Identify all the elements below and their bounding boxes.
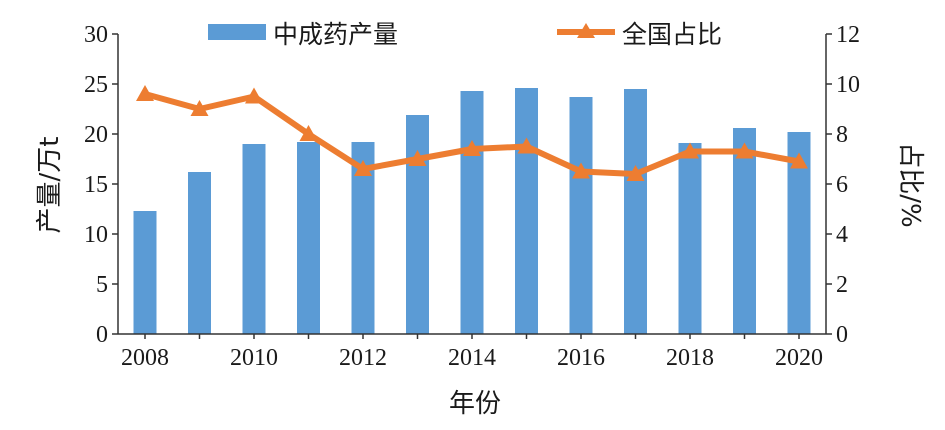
point-2016 (572, 162, 590, 179)
point-2008 (136, 85, 154, 101)
x-tick-label-2020: 2020 (775, 345, 823, 371)
y-tick-label-right-4: 4 (836, 222, 848, 248)
ticks-layer: 0 5 10 15 20 25 30 0 2 4 6 8 10 12 2008 2010 2012 2014 201… (84, 22, 860, 371)
point-2013 (408, 150, 427, 166)
bar-2008 (133, 211, 157, 334)
x-tick-label-2008: 2008 (121, 345, 169, 371)
legend-bar-swatch (208, 24, 266, 40)
point-2009 (190, 100, 209, 116)
point-2010 (245, 87, 263, 104)
legend-bar-label: 中成药产量 (273, 20, 398, 49)
x-tick-label-2010: 2010 (230, 345, 278, 371)
bar-2018 (678, 143, 702, 334)
y-tick-label-left-15: 15 (84, 172, 108, 198)
x-tick-label-2012: 2012 (339, 345, 387, 371)
bar-2017 (624, 89, 647, 334)
point-2012 (354, 160, 372, 176)
y-tick-label-right-10: 10 (836, 72, 860, 98)
y-tick-label-right-6: 6 (836, 172, 848, 198)
bar-2016 (569, 97, 593, 334)
bar-2012 (351, 142, 375, 334)
point-2018 (681, 142, 699, 159)
y-tick-label-right-2: 2 (836, 272, 848, 298)
axes-layer (112, 33, 832, 339)
point-2014 (463, 140, 481, 156)
line-layer (136, 85, 808, 181)
bar-2014 (460, 91, 484, 334)
point-2019 (735, 142, 754, 159)
bar-2020 (787, 132, 811, 334)
bar-2011 (297, 142, 320, 334)
bar-2015 (515, 88, 538, 334)
legend-line-label: 全国占比 (622, 20, 722, 49)
legend: 中成药产量 全国占比 (208, 20, 722, 49)
x-tick-label-2014: 2014 (448, 345, 496, 371)
bars-layer (133, 88, 811, 334)
y-tick-label-right-8: 8 (836, 122, 848, 148)
x-tick-label-2016: 2016 (557, 345, 605, 371)
y-axis-title-right: 占比/% (895, 142, 925, 227)
y-tick-label-right-0: 0 (836, 322, 848, 348)
y-tick-label-left-10: 10 (84, 222, 108, 248)
y-tick-label-left-0: 0 (96, 322, 108, 348)
y-tick-label-left-30: 30 (84, 22, 108, 48)
y-tick-label-right-12: 12 (836, 22, 860, 48)
bar-2010 (242, 144, 266, 334)
bar-2009 (188, 172, 211, 334)
bar-2019 (733, 128, 756, 334)
legend-line-marker (577, 23, 595, 38)
y-tick-label-left-20: 20 (84, 122, 108, 148)
point-2017 (626, 165, 645, 181)
point-2015 (517, 137, 536, 154)
y-tick-label-left-5: 5 (96, 272, 108, 298)
point-2011 (299, 125, 318, 141)
bar-2013 (406, 115, 429, 334)
point-2020 (790, 152, 808, 169)
x-axis-title: 年份 (449, 389, 501, 419)
y-tick-label-left-25: 25 (84, 72, 108, 98)
x-tick-label-2018: 2018 (666, 345, 714, 371)
y-axis-title-left: 产量/万t (35, 137, 65, 234)
